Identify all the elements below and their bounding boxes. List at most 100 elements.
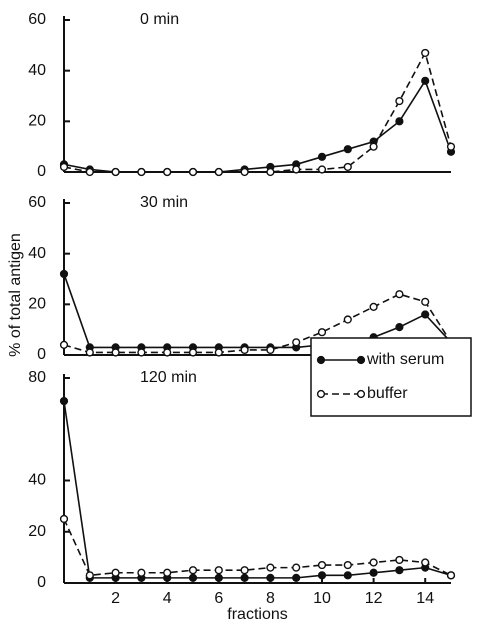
data-point: [59, 162, 69, 172]
data-point: [317, 165, 327, 174]
data-point: [266, 167, 275, 177]
x-tick-label: 8: [266, 590, 275, 607]
series-line: [63, 400, 452, 579]
legend-label: buffer: [367, 385, 408, 402]
y-tick-label: 20: [28, 296, 46, 313]
data-point: [240, 345, 249, 355]
x-tick-label: 10: [313, 590, 331, 607]
x-axis-label: fractions: [227, 606, 287, 623]
series-line: [63, 273, 452, 349]
y-tick-label: 0: [37, 574, 46, 591]
data-point: [59, 269, 69, 279]
data-point: [317, 152, 327, 161]
y-tick-label: 0: [37, 346, 46, 363]
data-point: [343, 560, 352, 570]
legend-marker: [356, 389, 366, 399]
data-point: [446, 142, 456, 151]
data-point: [188, 167, 198, 177]
legend-marker: [316, 389, 326, 399]
data-point: [163, 348, 172, 357]
data-point: [395, 323, 404, 332]
data-point: [421, 297, 430, 306]
data-point: [343, 162, 352, 172]
y-tick-label: 20: [28, 113, 46, 130]
data-point: [266, 563, 275, 572]
data-point: [111, 568, 120, 577]
data-point: [85, 348, 94, 357]
data-point: [214, 348, 223, 357]
data-point: [292, 573, 301, 582]
data-point: [421, 48, 430, 58]
data-point: [446, 571, 456, 580]
legend-box: [310, 337, 472, 417]
data-point: [369, 302, 378, 311]
data-point: [343, 315, 352, 324]
data-point: [369, 558, 378, 567]
data-point: [369, 142, 378, 151]
data-point: [395, 566, 404, 575]
y-axis-label: % of total antigen: [7, 233, 24, 357]
series-line: [63, 50, 452, 173]
legend-marker: [316, 355, 326, 365]
data-point: [85, 571, 94, 580]
legend-marker: [356, 355, 366, 365]
data-point: [343, 571, 352, 580]
series-line: [63, 518, 452, 577]
data-point: [59, 396, 69, 406]
y-tick-label: 0: [37, 163, 46, 180]
data-point: [59, 340, 69, 349]
data-point: [395, 117, 404, 126]
data-point: [292, 165, 301, 174]
y-tick-label: 80: [28, 369, 46, 386]
data-point: [188, 348, 198, 357]
data-point: [163, 568, 172, 577]
data-point: [111, 348, 120, 357]
panel-title: 0 min: [140, 11, 179, 28]
data-point: [292, 338, 301, 347]
data-point: [317, 571, 327, 580]
x-tick-label: 2: [111, 590, 120, 607]
x-tick-label: 4: [163, 590, 172, 607]
data-point: [421, 76, 430, 85]
data-point: [214, 566, 223, 575]
series-line: [63, 79, 452, 173]
panel-title: 120 min: [140, 369, 197, 386]
data-point: [369, 568, 378, 577]
data-point: [395, 96, 404, 106]
data-point: [421, 558, 430, 567]
data-point: [214, 167, 223, 177]
x-tick-label: 14: [416, 590, 434, 607]
data-point: [137, 348, 146, 357]
data-point: [266, 573, 275, 582]
y-tick-label: 20: [28, 523, 46, 540]
data-point: [240, 573, 249, 582]
data-point: [240, 167, 249, 177]
panel-title: 30 min: [140, 194, 188, 211]
data-point: [317, 328, 327, 337]
series-line: [63, 293, 452, 354]
y-tick-label: 40: [28, 472, 46, 489]
data-point: [395, 290, 404, 299]
data-point: [59, 514, 69, 524]
data-point: [137, 167, 146, 177]
data-point: [214, 573, 223, 582]
data-point: [395, 555, 404, 565]
data-point: [188, 566, 198, 575]
data-point: [163, 167, 172, 177]
data-point: [343, 145, 352, 154]
data-point: [292, 563, 301, 572]
data-point: [85, 167, 94, 177]
y-tick-label: 60: [28, 194, 46, 211]
data-point: [266, 345, 275, 355]
data-point: [188, 573, 198, 582]
legend-label: with serum: [366, 351, 444, 368]
y-tick-label: 60: [28, 11, 46, 28]
data-point: [137, 568, 146, 577]
y-tick-label: 40: [28, 245, 46, 262]
data-point: [111, 167, 120, 177]
x-tick-label: 6: [214, 590, 223, 607]
data-point: [317, 560, 327, 570]
data-point: [421, 310, 430, 319]
data-point: [240, 566, 249, 575]
